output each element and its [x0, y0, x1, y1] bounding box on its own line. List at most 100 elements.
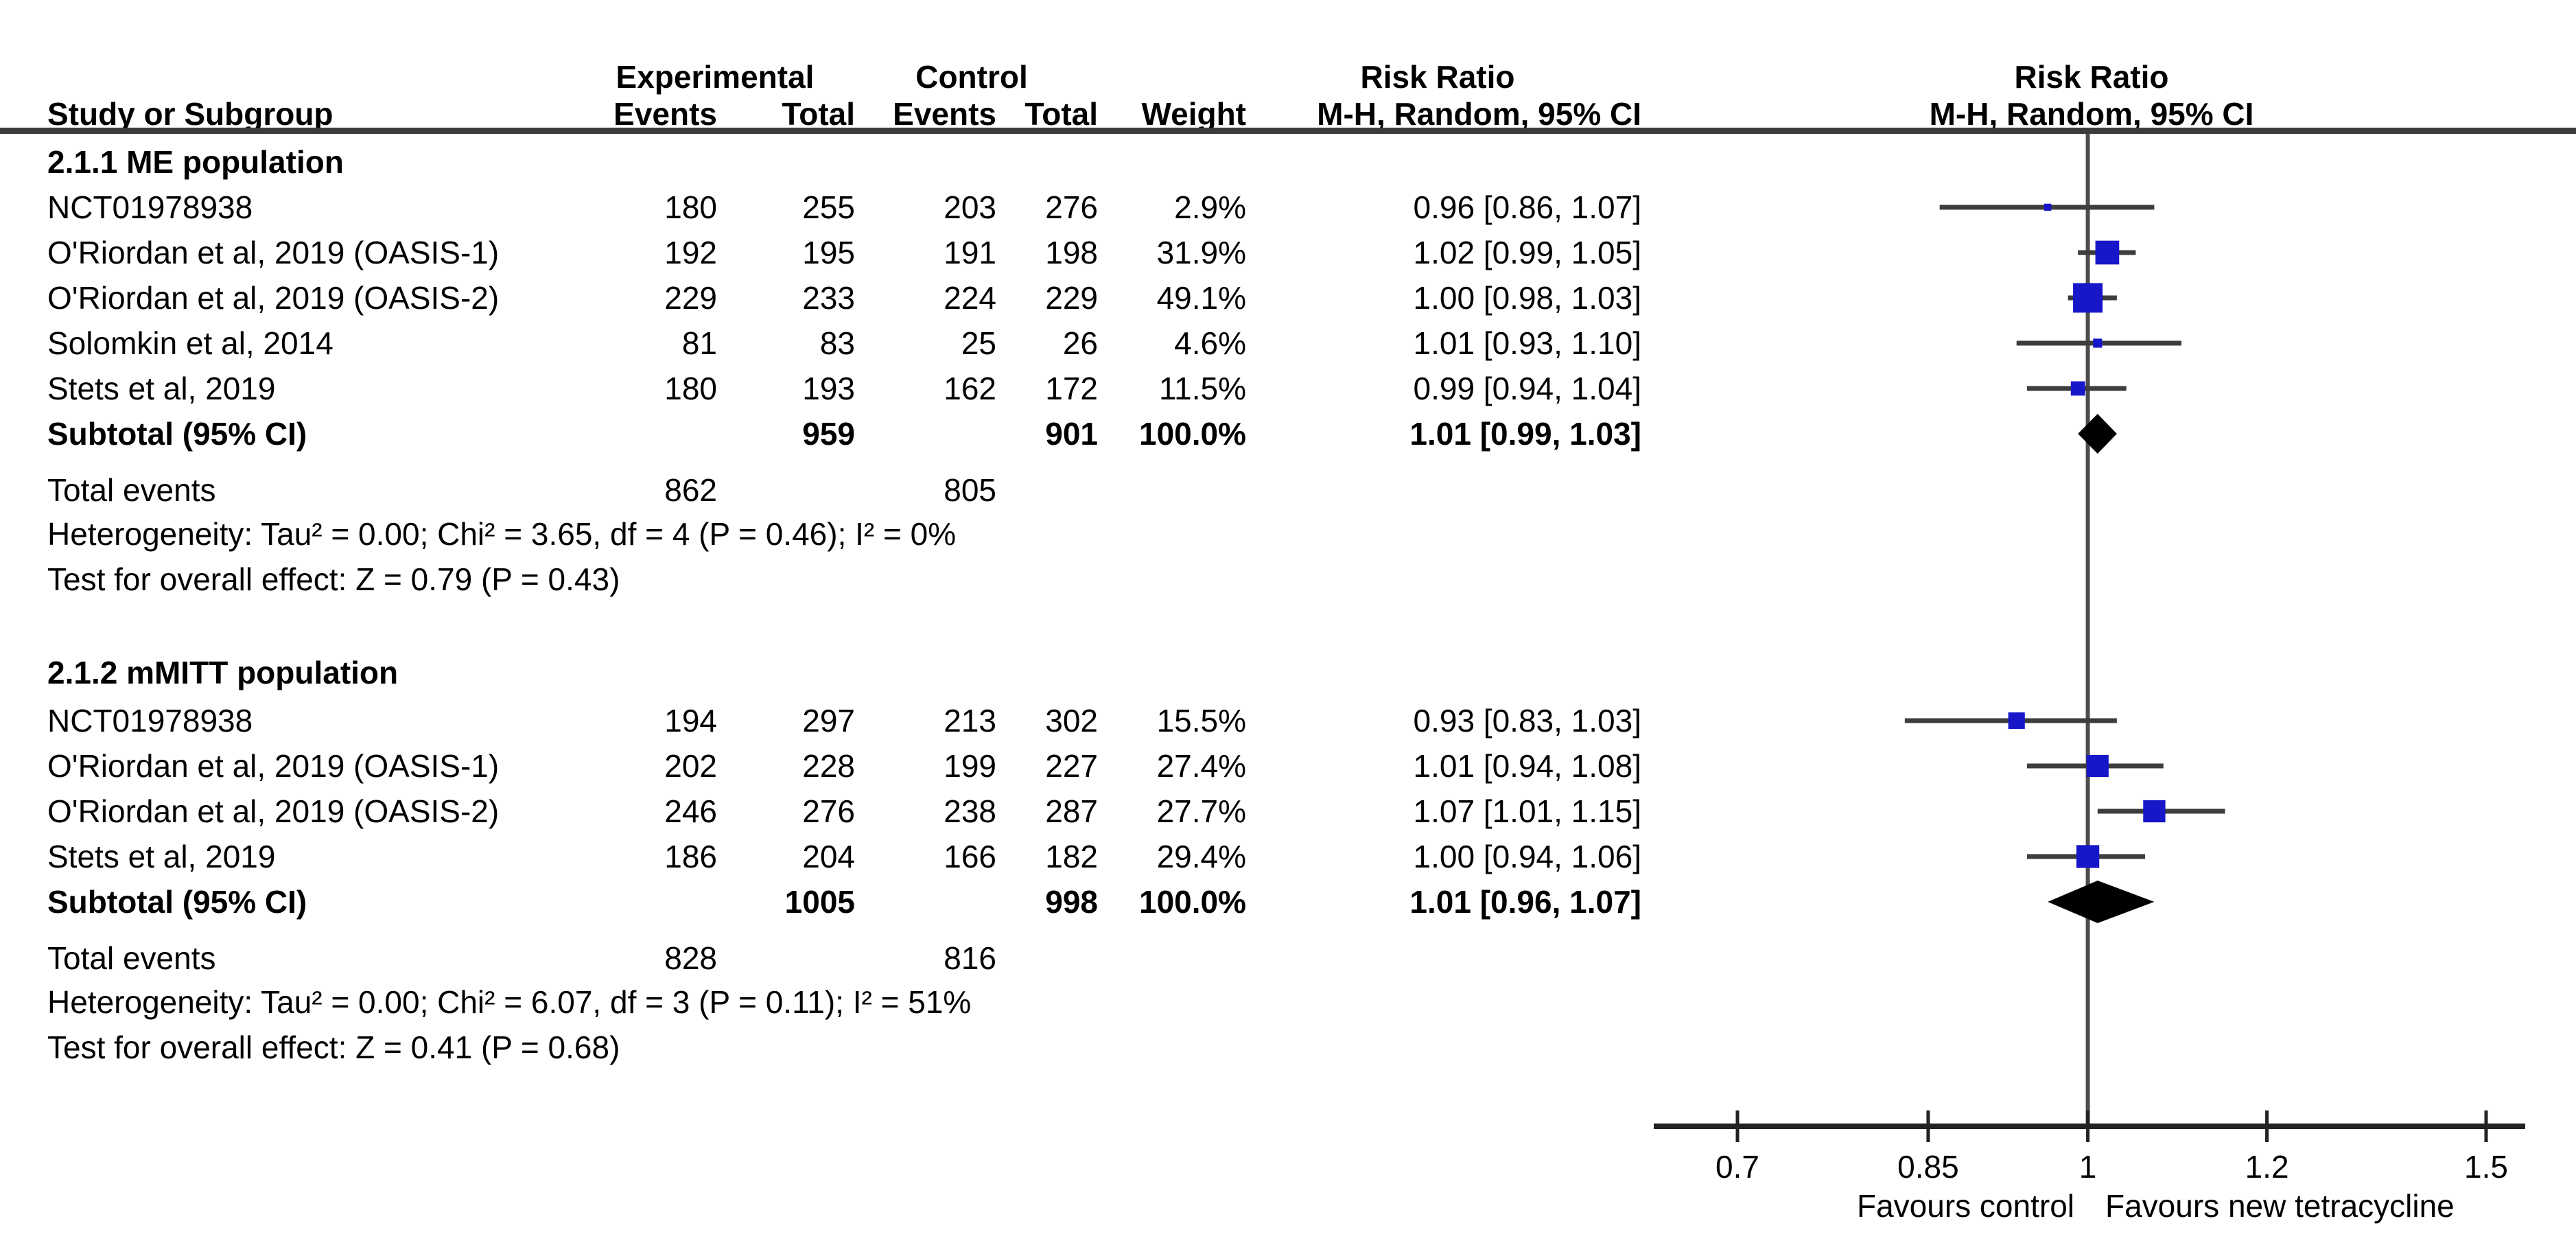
weight-value: 27.7% [1156, 793, 1246, 829]
risk-ratio-ci-text: 1.01 [0.93, 1.10] [1413, 325, 1642, 361]
weight-value: 4.6% [1174, 325, 1246, 361]
exp-events-value: 202 [664, 748, 717, 784]
subtotal-exp-total: 959 [802, 416, 855, 452]
risk-ratio-ci-text: 1.07 [1.01, 1.15] [1413, 793, 1642, 829]
exp-total-value: 204 [802, 839, 855, 874]
ctrl-events-value: 238 [944, 793, 996, 829]
axis-tick-label: 1.5 [2464, 1149, 2508, 1185]
weight-value: 2.9% [1174, 189, 1246, 225]
ctrl-total-value: 26 [1062, 325, 1098, 361]
subtotal-label: Subtotal (95% CI) [47, 884, 307, 920]
exp-total-value: 276 [802, 793, 855, 829]
weight-value: 49.1% [1156, 280, 1246, 316]
subgroup-title: 2.1.1 ME population [47, 144, 344, 180]
overall-effect-text: Test for overall effect: Z = 0.41 (P = 0… [47, 1029, 620, 1065]
risk-ratio-ci-text: 0.99 [0.94, 1.04] [1413, 371, 1642, 406]
exp-total-value: 255 [802, 189, 855, 225]
header-exp-events: Events [613, 96, 717, 132]
subtotal-label: Subtotal (95% CI) [47, 416, 307, 452]
exp-events-value: 81 [681, 325, 717, 361]
point-estimate-square [2086, 754, 2109, 778]
header-experimental: Experimental [616, 59, 815, 95]
risk-ratio-ci-text: 0.96 [0.86, 1.07] [1413, 189, 1642, 225]
exp-events-value: 192 [664, 235, 717, 270]
subtotal-exp-total: 1005 [784, 884, 855, 920]
weight-value: 31.9% [1156, 235, 1246, 270]
axis-tick-label: 0.85 [1897, 1149, 1959, 1185]
ctrl-events-value: 191 [944, 235, 996, 270]
exp-events-value: 186 [664, 839, 717, 874]
exp-events-value: 246 [664, 793, 717, 829]
total-events-label: Total events [47, 940, 216, 976]
exp-total-value: 195 [802, 235, 855, 270]
header-mh-column: M-H, Random, 95% CI [1317, 96, 1641, 132]
header-ctrl-events: Events [893, 96, 996, 132]
subtotal-weight: 100.0% [1138, 884, 1246, 920]
exp-total-value: 83 [819, 325, 855, 361]
risk-ratio-ci-text: 1.02 [0.99, 1.05] [1413, 235, 1642, 270]
header-weight: Weight [1141, 96, 1246, 132]
point-estimate-square [2143, 800, 2166, 823]
header-control: Control [915, 59, 1028, 95]
total-events-ctrl-value: 805 [944, 472, 996, 508]
header-study-or-subgroup: Study or Subgroup [47, 96, 333, 132]
point-estimate-square [2044, 203, 2052, 211]
ctrl-events-value: 203 [944, 189, 996, 225]
ctrl-events-value: 224 [944, 280, 996, 316]
ctrl-events-value: 199 [944, 748, 996, 784]
total-events-ctrl-value: 816 [944, 940, 996, 976]
ctrl-events-value: 162 [944, 371, 996, 406]
subtotal-weight: 100.0% [1138, 416, 1246, 452]
overall-effect-text: Test for overall effect: Z = 0.79 (P = 0… [47, 561, 620, 597]
study-name: O'Riordan et al, 2019 (OASIS-1) [47, 748, 500, 784]
subtotal-ci-text: 1.01 [0.96, 1.07] [1409, 884, 1641, 920]
study-name: NCT01978938 [47, 703, 253, 738]
exp-total-value: 193 [802, 371, 855, 406]
header-ctrl-total: Total [1024, 96, 1098, 132]
subgroup-title: 2.1.2 mMITT population [47, 655, 399, 690]
header-mh-plot: M-H, Random, 95% CI [1929, 96, 2254, 132]
point-estimate-square [2073, 283, 2103, 313]
exp-events-value: 194 [664, 703, 717, 738]
heterogeneity-text: Heterogeneity: Tau² = 0.00; Chi² = 3.65,… [47, 516, 957, 552]
header-risk-ratio-column: Risk Ratio [1360, 59, 1515, 95]
risk-ratio-ci-text: 1.00 [0.94, 1.06] [1413, 839, 1642, 874]
point-estimate-square [2070, 381, 2085, 396]
weight-value: 11.5% [1158, 371, 1246, 406]
header-risk-ratio-plot: Risk Ratio [2014, 59, 2169, 95]
weight-value: 15.5% [1156, 703, 1246, 738]
study-name: Stets et al, 2019 [47, 839, 276, 874]
study-name: Solomkin et al, 2014 [47, 325, 333, 361]
header-rule [0, 128, 2576, 134]
subtotal-diamond [2078, 414, 2117, 454]
total-events-label: Total events [47, 472, 216, 508]
header-exp-total: Total [782, 96, 855, 132]
exp-total-value: 297 [802, 703, 855, 738]
study-name: O'Riordan et al, 2019 (OASIS-2) [47, 793, 500, 829]
axis-tick-label: 1 [2079, 1149, 2097, 1185]
ctrl-total-value: 287 [1045, 793, 1098, 829]
ctrl-total-value: 229 [1045, 280, 1098, 316]
point-estimate-square [2008, 712, 2025, 730]
ctrl-events-value: 213 [944, 703, 996, 738]
favours-new-tetracycline-label: Favours new tetracycline [2105, 1188, 2455, 1224]
ctrl-total-value: 276 [1045, 189, 1098, 225]
subtotal-ci-text: 1.01 [0.99, 1.03] [1409, 416, 1641, 452]
point-estimate-square [2095, 240, 2120, 265]
subtotal-ctrl-total: 998 [1045, 884, 1098, 920]
study-name: Stets et al, 2019 [47, 371, 276, 406]
total-events-exp-value: 862 [664, 472, 717, 508]
weight-value: 27.4% [1156, 748, 1246, 784]
risk-ratio-ci-text: 0.93 [0.83, 1.03] [1413, 703, 1642, 738]
ctrl-total-value: 182 [1045, 839, 1098, 874]
point-estimate-square [2076, 845, 2100, 868]
ctrl-events-value: 25 [961, 325, 996, 361]
axis-tick-label: 0.7 [1716, 1149, 1759, 1185]
heterogeneity-text: Heterogeneity: Tau² = 0.00; Chi² = 6.07,… [47, 984, 972, 1020]
study-name: NCT01978938 [47, 189, 253, 225]
study-name: O'Riordan et al, 2019 (OASIS-2) [47, 280, 500, 316]
favours-control-label: Favours control [1856, 1188, 2074, 1224]
ctrl-total-value: 198 [1045, 235, 1098, 270]
